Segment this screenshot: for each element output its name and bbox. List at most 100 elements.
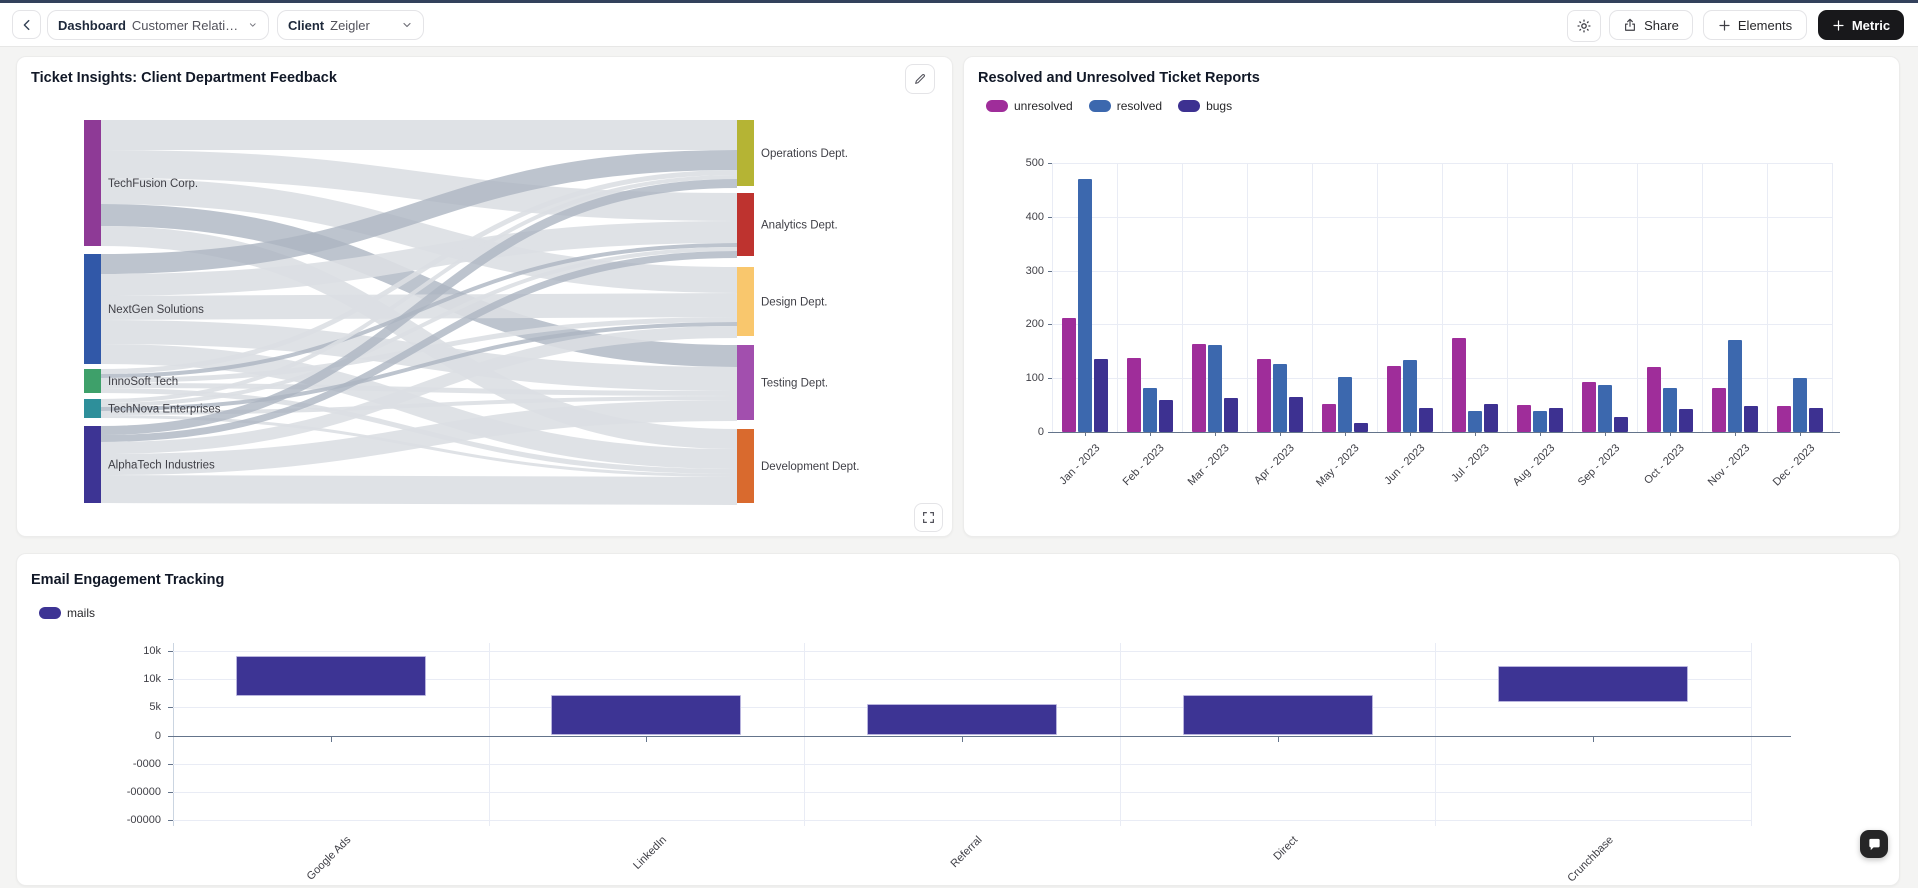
sankey-link [100,179,738,435]
zero-line [168,735,1791,737]
sankey-node [84,369,101,393]
email-legend: mails [39,606,95,620]
legend-item: bugs [1178,99,1232,113]
sankey-node-label: Design Dept. [761,297,827,309]
y-tick [1048,378,1052,380]
legend-label: mails [67,606,96,620]
bar-resolved [1532,410,1547,432]
y-tick [168,763,173,765]
sankey-link [100,226,738,449]
x-tick [1277,736,1279,742]
y-axis-label: 100 [1025,372,1044,385]
x-tick [1539,432,1541,436]
x-tick [1409,432,1411,436]
chat-launcher[interactable] [1860,830,1888,858]
gridline [1435,643,1437,826]
legend-label: unresolved [1014,99,1073,113]
client-selector[interactable]: Client Zeigler [277,10,424,40]
bar-unresolved [1256,359,1271,432]
email-chart: 10k 10k 5k 0 -0000 -00000 -00000 Google Ads Link… [17,554,1901,887]
legend-swatch [1178,100,1201,112]
bar-unresolved [1516,405,1531,432]
client-selector-label: Client [288,17,325,33]
gridline [1832,163,1833,432]
window-top-edge [0,0,1918,3]
bar-unresolved [1386,366,1401,432]
gridline [1247,163,1248,432]
bar-unresolved [1321,404,1336,432]
elements-button[interactable]: Elements [1703,10,1807,40]
gridline [1377,163,1378,432]
bar-mails [867,703,1057,736]
legend-label: bugs [1206,99,1233,113]
sankey-link [100,221,738,296]
gridline [173,792,1751,793]
x-axis-label: Dec - 2023 [1770,442,1817,489]
pencil-icon [915,74,925,84]
x-axis-label: Mar - 2023 [1185,442,1232,489]
y-tick [168,650,173,652]
bar-bugs [1483,403,1498,432]
y-axis-label: -00000 [126,814,161,827]
metric-button[interactable]: Metric [1818,10,1904,40]
back-button[interactable] [12,10,41,39]
sankey-node-label: TechFusion Corp. [108,178,198,190]
dashboard-selector[interactable]: Dashboard Customer Relations M... [47,10,269,40]
legend-item: mails [39,606,95,620]
bar-resolved [1597,385,1612,432]
bar-bugs [1288,397,1303,432]
bar-mails [235,656,426,696]
bar-unresolved [1646,367,1661,432]
fullscreen-icon [923,512,934,523]
bar-bugs [1548,408,1563,432]
x-tick [1604,432,1606,436]
bar-bugs [1093,359,1108,432]
sankey-node [737,120,754,186]
x-axis-label: Crunchbase [1565,834,1616,885]
x-tick [1669,432,1671,436]
y-tick [1048,324,1052,326]
bar-bugs [1353,422,1368,432]
sankey-link [100,475,738,505]
x-axis-label: Apr - 2023 [1252,442,1297,487]
bar-resolved [1662,387,1677,432]
gridline [1572,163,1573,432]
x-tick [1214,432,1216,436]
gridline [173,650,1751,652]
x-axis-label: Google Ads [304,834,354,883]
x-tick [1279,432,1281,436]
sankey-node-label: AlphaTech Industries [108,460,215,472]
y-axis-label: 400 [1025,210,1044,223]
sankey-link [100,247,738,407]
dashboard-selector-label: Dashboard [58,17,126,33]
back-chevron-icon [23,19,29,30]
dashboard-selector-value: Customer Relations M... [131,17,243,33]
sankey-node [737,429,754,503]
gridline [1751,643,1752,826]
tickets-panel: Resolved and Unresolved Ticket Reports u… [963,56,1900,537]
gridline [1052,163,1053,432]
gridline [488,643,490,826]
bar-resolved [1077,179,1092,432]
y-tick [1048,216,1052,218]
gridline [173,679,1751,680]
share-button[interactable]: Share [1609,10,1693,40]
bar-unresolved [1061,317,1076,432]
x-axis-label: Oct - 2023 [1642,442,1687,487]
edit-button[interactable] [905,64,935,94]
x-tick [962,736,963,742]
gridline [1119,643,1121,826]
y-tick [168,679,173,680]
fullscreen-button[interactable] [914,503,943,532]
bar-resolved [1402,360,1417,432]
sankey-link [100,320,738,391]
bar-bugs [1743,405,1758,432]
x-axis-label: Jul - 2023 [1449,442,1492,485]
x-axis-label: Direct [1271,834,1301,863]
settings-button[interactable] [1567,10,1601,42]
gridline [1312,163,1313,432]
y-axis-label: 500 [1025,157,1044,169]
sankey-node-label: Analytics Dept. [761,220,838,232]
x-axis-label: Nov - 2023 [1705,442,1752,489]
gridline [804,643,806,826]
